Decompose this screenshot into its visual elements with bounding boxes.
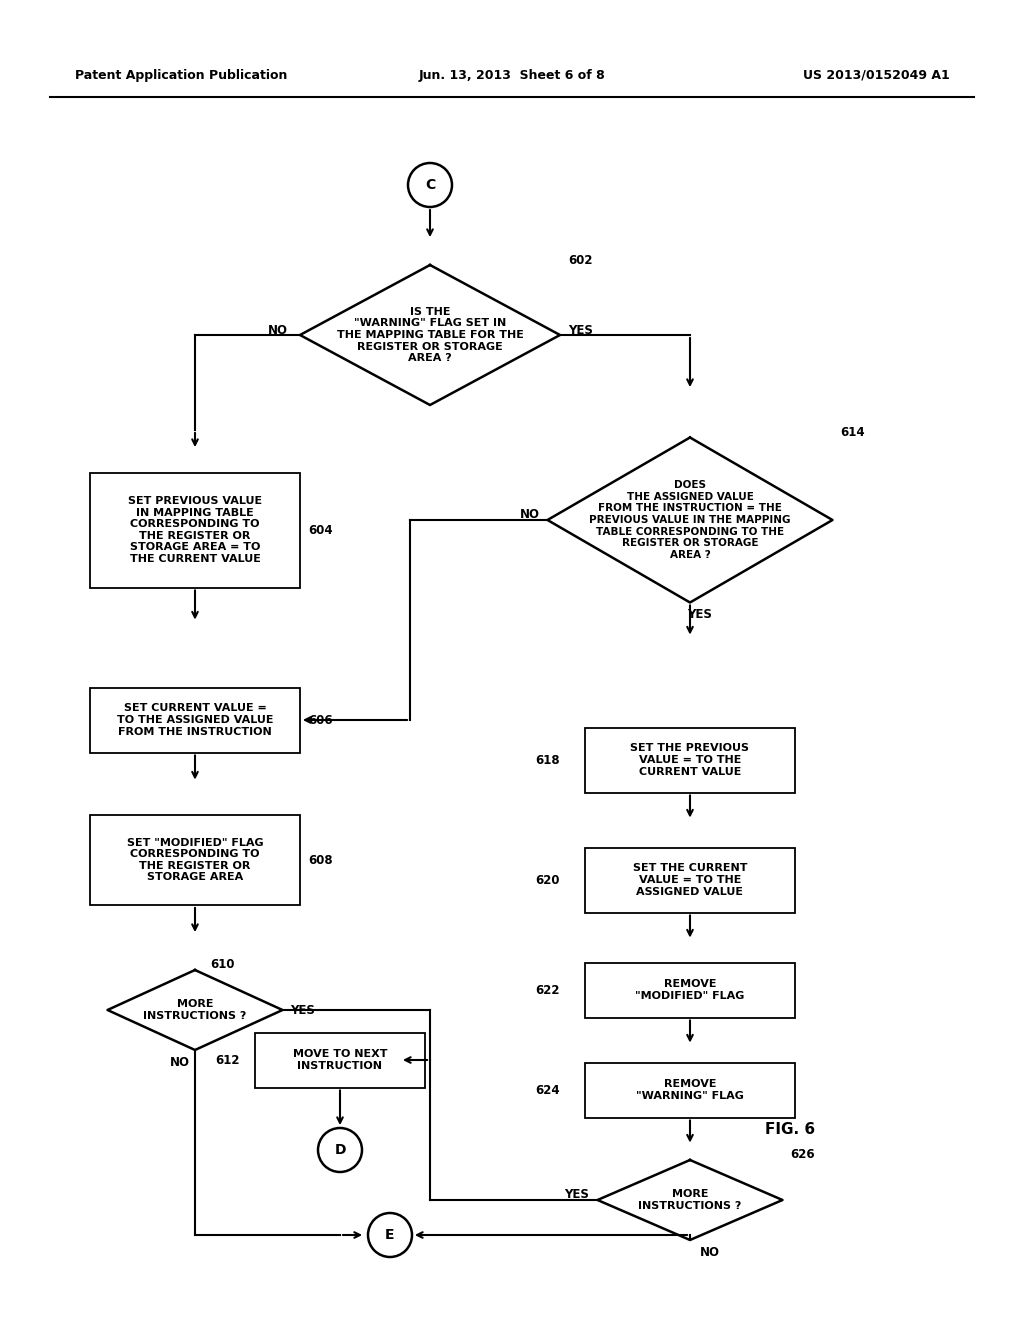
Text: Patent Application Publication: Patent Application Publication xyxy=(75,69,288,82)
Text: NO: NO xyxy=(519,508,540,521)
FancyBboxPatch shape xyxy=(90,473,300,587)
Text: DOES
THE ASSIGNED VALUE
FROM THE INSTRUCTION = THE
PREVIOUS VALUE IN THE MAPPING: DOES THE ASSIGNED VALUE FROM THE INSTRUC… xyxy=(589,480,791,560)
Text: C: C xyxy=(425,178,435,191)
FancyBboxPatch shape xyxy=(585,962,795,1018)
Text: MORE
INSTRUCTIONS ?: MORE INSTRUCTIONS ? xyxy=(638,1189,741,1210)
Text: SET "MODIFIED" FLAG
CORRESPONDING TO
THE REGISTER OR
STORAGE AREA: SET "MODIFIED" FLAG CORRESPONDING TO THE… xyxy=(127,838,263,882)
Text: 614: 614 xyxy=(841,426,865,440)
Text: 610: 610 xyxy=(210,958,234,972)
Text: 612: 612 xyxy=(215,1053,240,1067)
Text: YES: YES xyxy=(568,323,593,337)
Text: 604: 604 xyxy=(308,524,333,536)
Text: NO: NO xyxy=(268,323,288,337)
Text: YES: YES xyxy=(687,609,713,620)
FancyBboxPatch shape xyxy=(255,1032,425,1088)
Text: 618: 618 xyxy=(535,754,560,767)
Text: NO: NO xyxy=(700,1246,720,1258)
FancyBboxPatch shape xyxy=(585,847,795,912)
Text: SET THE PREVIOUS
VALUE = TO THE
CURRENT VALUE: SET THE PREVIOUS VALUE = TO THE CURRENT … xyxy=(631,743,750,776)
Text: 602: 602 xyxy=(568,253,593,267)
Text: 608: 608 xyxy=(308,854,333,866)
Polygon shape xyxy=(300,265,560,405)
Text: SET PREVIOUS VALUE
IN MAPPING TABLE
CORRESPONDING TO
THE REGISTER OR
STORAGE ARE: SET PREVIOUS VALUE IN MAPPING TABLE CORR… xyxy=(128,496,262,564)
Circle shape xyxy=(318,1129,362,1172)
Polygon shape xyxy=(548,437,833,602)
Text: YES: YES xyxy=(291,1003,315,1016)
FancyBboxPatch shape xyxy=(90,814,300,906)
Text: SET CURRENT VALUE =
TO THE ASSIGNED VALUE
FROM THE INSTRUCTION: SET CURRENT VALUE = TO THE ASSIGNED VALU… xyxy=(117,704,273,737)
Text: IS THE
"WARNING" FLAG SET IN
THE MAPPING TABLE FOR THE
REGISTER OR STORAGE
AREA : IS THE "WARNING" FLAG SET IN THE MAPPING… xyxy=(337,306,523,363)
Text: 606: 606 xyxy=(308,714,333,726)
Text: NO: NO xyxy=(170,1056,190,1068)
Text: REMOVE
"WARNING" FLAG: REMOVE "WARNING" FLAG xyxy=(636,1080,744,1101)
Text: D: D xyxy=(334,1143,346,1158)
Text: 626: 626 xyxy=(791,1148,815,1162)
FancyBboxPatch shape xyxy=(585,1063,795,1118)
Text: Jun. 13, 2013  Sheet 6 of 8: Jun. 13, 2013 Sheet 6 of 8 xyxy=(419,69,605,82)
Text: 622: 622 xyxy=(535,983,559,997)
Text: YES: YES xyxy=(564,1188,590,1201)
FancyBboxPatch shape xyxy=(585,727,795,792)
Text: SET THE CURRENT
VALUE = TO THE
ASSIGNED VALUE: SET THE CURRENT VALUE = TO THE ASSIGNED … xyxy=(633,863,748,896)
Circle shape xyxy=(408,162,452,207)
Text: FIG. 6: FIG. 6 xyxy=(765,1122,815,1138)
Text: REMOVE
"MODIFIED" FLAG: REMOVE "MODIFIED" FLAG xyxy=(635,979,744,1001)
Text: MORE
INSTRUCTIONS ?: MORE INSTRUCTIONS ? xyxy=(143,999,247,1020)
Text: US 2013/0152049 A1: US 2013/0152049 A1 xyxy=(803,69,950,82)
Polygon shape xyxy=(597,1160,782,1239)
Text: 624: 624 xyxy=(535,1084,560,1097)
Text: E: E xyxy=(385,1228,394,1242)
Text: 620: 620 xyxy=(535,874,559,887)
FancyBboxPatch shape xyxy=(90,688,300,752)
Text: MOVE TO NEXT
INSTRUCTION: MOVE TO NEXT INSTRUCTION xyxy=(293,1049,387,1071)
Polygon shape xyxy=(108,970,283,1049)
Circle shape xyxy=(368,1213,412,1257)
